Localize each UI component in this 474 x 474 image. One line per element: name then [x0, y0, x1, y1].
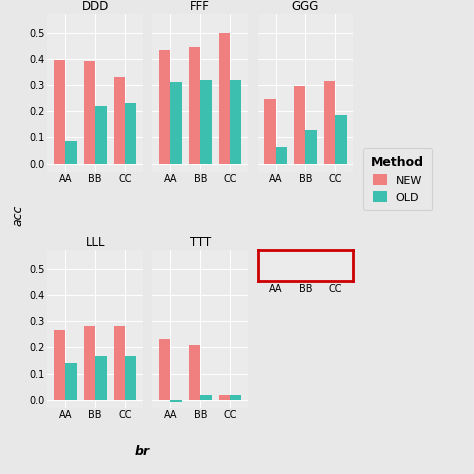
Bar — [65, 141, 77, 164]
Bar — [324, 81, 335, 164]
Bar — [171, 82, 182, 164]
Bar — [275, 146, 287, 164]
Bar — [335, 115, 346, 164]
Text: br: br — [135, 445, 150, 458]
Bar — [95, 106, 107, 164]
Legend: NEW, OLD: NEW, OLD — [364, 148, 432, 210]
Bar — [230, 80, 241, 164]
Bar — [114, 77, 125, 164]
Bar — [159, 50, 171, 164]
Bar — [54, 330, 65, 400]
Bar — [219, 33, 230, 164]
Bar — [114, 326, 125, 400]
Bar — [200, 80, 211, 164]
Title: LLL: LLL — [85, 236, 105, 249]
Bar — [189, 345, 200, 400]
Bar — [125, 356, 137, 400]
Bar — [84, 326, 95, 400]
Bar — [219, 394, 230, 400]
Bar — [230, 394, 241, 400]
Bar — [125, 103, 137, 164]
Bar — [189, 47, 200, 164]
Bar — [305, 129, 317, 164]
Title: FFF: FFF — [191, 0, 210, 13]
Bar — [159, 339, 171, 400]
Bar — [171, 400, 182, 402]
Title: TTT: TTT — [190, 236, 211, 249]
Bar — [54, 60, 65, 164]
Bar — [200, 394, 211, 400]
Title: GGG: GGG — [292, 0, 319, 13]
Title: DDD: DDD — [82, 0, 109, 13]
Bar — [294, 86, 305, 164]
Bar — [65, 363, 77, 400]
Bar — [95, 356, 107, 400]
Text: acc: acc — [12, 205, 25, 227]
Bar — [264, 100, 275, 164]
Bar — [84, 62, 95, 164]
